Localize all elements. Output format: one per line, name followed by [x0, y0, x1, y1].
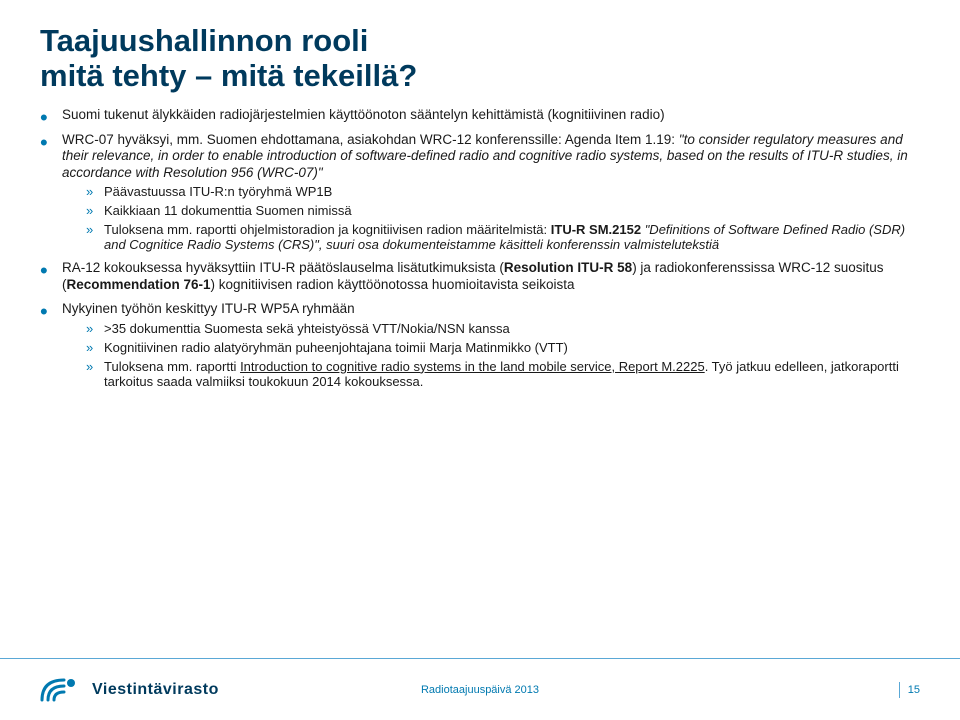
slide-footer: Viestintävirasto Radiotaajuuspäivä 2013 …: [0, 658, 960, 720]
bullet-item: WRC-07 hyväksyi, mm. Suomen ehdottamana,…: [40, 132, 920, 252]
sub-item: Kaikkiaan 11 dokumenttia Suomen nimissä: [86, 203, 920, 218]
viestintavirasto-logo-icon: [40, 674, 80, 706]
sub-item: Tuloksena mm. raportti ohjelmistoradion …: [86, 222, 920, 252]
sub-item: Kognitiivinen radio alatyöryhmän puheenj…: [86, 340, 920, 355]
bullet-item: RA-12 kokouksessa hyväksyttiin ITU-R pää…: [40, 260, 920, 293]
sub-list: Päävastuussa ITU-R:n työryhmä WP1B Kaikk…: [86, 184, 920, 252]
footer-separator: [899, 682, 900, 698]
bullet-text: Suomi tukenut älykkäiden radiojärjestelm…: [62, 107, 665, 122]
footer-logo: Viestintävirasto: [40, 674, 219, 706]
footer-logo-text: Viestintävirasto: [92, 681, 219, 699]
title-line1: Taajuushallinnon rooli: [40, 23, 368, 58]
footer-page-number: 15: [908, 684, 920, 696]
sub-item: >35 dokumenttia Suomesta sekä yhteistyös…: [86, 321, 920, 336]
bullet-text: Nykyinen työhön keskittyy ITU-R WP5A ryh…: [62, 301, 355, 316]
bullet-list: Suomi tukenut älykkäiden radiojärjestelm…: [40, 107, 920, 388]
bullet-text: WRC-07 hyväksyi, mm. Suomen ehdottamana,…: [62, 132, 908, 180]
sub-item: Päävastuussa ITU-R:n työryhmä WP1B: [86, 184, 920, 199]
footer-page: 15: [899, 682, 920, 698]
footer-mid-text: Radiotaajuuspäivä 2013: [421, 684, 539, 696]
bullet-item: Suomi tukenut älykkäiden radiojärjestelm…: [40, 107, 920, 123]
title-line2: mitä tehty – mitä tekeillä?: [40, 58, 417, 93]
slide-title: Taajuushallinnon rooli mitä tehty – mitä…: [40, 24, 920, 93]
bullet-text: RA-12 kokouksessa hyväksyttiin ITU-R pää…: [62, 260, 884, 291]
sub-item: Tuloksena mm. raportti Introduction to c…: [86, 359, 920, 389]
sub-list: >35 dokumenttia Suomesta sekä yhteistyös…: [86, 321, 920, 389]
bullet-item: Nykyinen työhön keskittyy ITU-R WP5A ryh…: [40, 301, 920, 388]
